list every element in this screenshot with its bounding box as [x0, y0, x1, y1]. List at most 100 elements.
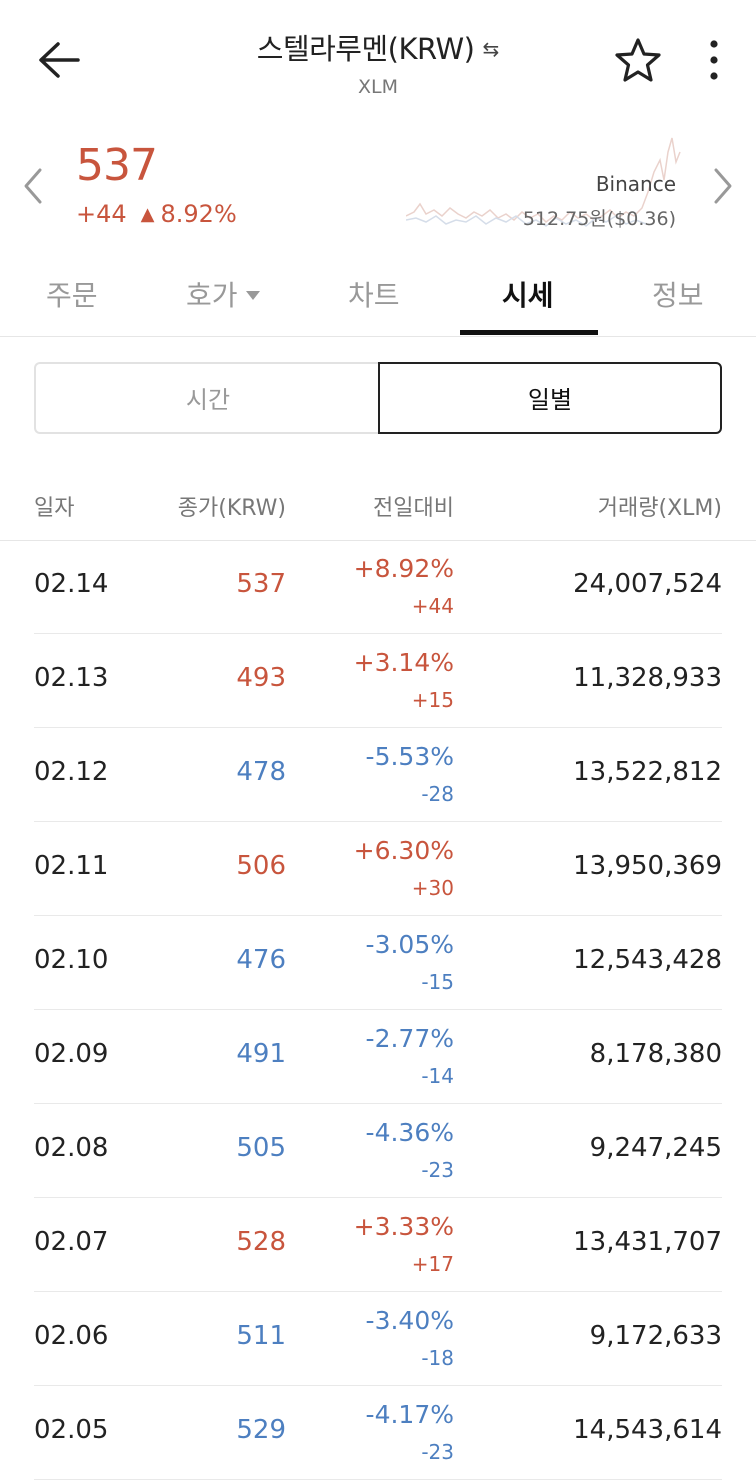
title-bar[interactable]: 스텔라루멘(KRW) ⇆ [0, 26, 756, 68]
row-close: 491 [236, 1039, 286, 1069]
row-close: 537 [236, 569, 286, 599]
swap-currency-icon[interactable]: ⇆ [482, 37, 500, 61]
table-header: 일자 종가(KRW) 전일대비 거래량(XLM) [0, 470, 756, 541]
table-row: 02.05 529 -4.17% -23 14,543,614 [0, 1386, 756, 1480]
row-volume: 9,172,633 [589, 1321, 722, 1351]
row-close: 476 [236, 945, 286, 975]
row-change-percent: +3.33% [353, 1212, 454, 1241]
caret-down-icon [245, 291, 260, 300]
table-row: 02.08 505 -4.36% -23 9,247,245 [0, 1104, 756, 1198]
current-price: 537 [76, 140, 158, 191]
page-title: 스텔라루멘(KRW) [256, 32, 475, 66]
table-row: 02.12 478 -5.53% -28 13,522,812 [0, 728, 756, 822]
tab-market-price[interactable]: 시세 [502, 274, 554, 314]
row-change-percent: -3.05% [365, 930, 454, 959]
table-row: 02.10 476 -3.05% -15 12,543,428 [0, 916, 756, 1010]
row-change-amount: +44 [411, 594, 454, 618]
row-change-percent: -4.17% [365, 1400, 454, 1429]
more-vertical-icon[interactable] [700, 38, 728, 82]
row-change-percent: -5.53% [365, 742, 454, 771]
row-change-percent: -3.40% [365, 1306, 454, 1335]
row-date: 02.09 [34, 1039, 109, 1069]
row-date: 02.14 [34, 569, 109, 599]
table-row: 02.09 491 -2.77% -14 8,178,380 [0, 1010, 756, 1104]
tab-bar: 주문 호가 차트 시세 정보 [0, 258, 756, 337]
row-volume: 24,007,524 [573, 569, 722, 599]
row-change-amount: -14 [421, 1064, 454, 1088]
tab-order-label: 주문 [46, 279, 98, 312]
row-change-amount: +30 [411, 876, 454, 900]
row-change-percent: -4.36% [365, 1118, 454, 1147]
tab-chart[interactable]: 차트 [348, 274, 400, 314]
exchange-name: Binance [595, 172, 676, 196]
chevron-right-icon[interactable] [710, 166, 736, 206]
header-date: 일자 [34, 496, 75, 521]
row-change-amount: +17 [411, 1252, 454, 1276]
row-close: 529 [236, 1415, 286, 1445]
row-date: 02.10 [34, 945, 109, 975]
row-date: 02.12 [34, 757, 109, 787]
row-volume: 9,247,245 [589, 1133, 722, 1163]
top-app-bar: 스텔라루멘(KRW) ⇆ XLM [0, 0, 756, 120]
row-close: 511 [236, 1321, 286, 1351]
change-percent: 8.92% [160, 200, 237, 228]
row-date: 02.13 [34, 663, 109, 693]
tab-orderbook[interactable]: 호가 [186, 274, 260, 314]
row-change-amount: -15 [421, 970, 454, 994]
tab-market-price-label: 시세 [502, 279, 554, 312]
row-volume: 13,522,812 [573, 757, 722, 787]
row-date: 02.05 [34, 1415, 109, 1445]
row-close: 493 [236, 663, 286, 693]
table-row: 02.07 528 +3.33% +17 13,431,707 [0, 1198, 756, 1292]
segment-daily[interactable]: 일별 [378, 362, 722, 434]
row-change-percent: +3.14% [353, 648, 454, 677]
mini-sparkline [406, 137, 681, 227]
up-triangle-icon: ▲ [140, 204, 155, 225]
price-change: +44 ▲ 8.92% [76, 200, 237, 228]
row-date: 02.11 [34, 851, 109, 881]
active-tab-indicator [460, 330, 598, 335]
table-row: 02.13 493 +3.14% +15 11,328,933 [0, 634, 756, 728]
table-row: 02.14 537 +8.92% +44 24,007,524 [0, 540, 756, 634]
row-close: 506 [236, 851, 286, 881]
row-volume: 12,543,428 [573, 945, 722, 975]
row-change-amount: -23 [421, 1440, 454, 1464]
period-toggle: 시간 일별 [34, 362, 722, 438]
row-change-amount: -18 [421, 1346, 454, 1370]
row-close: 528 [236, 1227, 286, 1257]
row-date: 02.07 [34, 1227, 109, 1257]
row-volume: 14,543,614 [573, 1415, 722, 1445]
header-change: 전일대비 [373, 496, 454, 521]
row-date: 02.06 [34, 1321, 109, 1351]
row-date: 02.08 [34, 1133, 109, 1163]
star-icon[interactable] [612, 36, 664, 86]
row-change-amount: -28 [421, 782, 454, 806]
header-close: 종가(KRW) [177, 496, 286, 521]
tab-orderbook-label: 호가 [186, 279, 238, 312]
row-change-percent: -2.77% [365, 1024, 454, 1053]
row-close: 505 [236, 1133, 286, 1163]
tab-order[interactable]: 주문 [46, 274, 98, 314]
change-amount: +44 [76, 200, 127, 228]
row-volume: 13,950,369 [573, 851, 722, 881]
exchange-price: 512.75원($0.36) [522, 208, 676, 230]
row-volume: 8,178,380 [589, 1039, 722, 1069]
table-row: 02.06 511 -3.40% -18 9,172,633 [0, 1292, 756, 1386]
tab-info[interactable]: 정보 [652, 274, 704, 314]
tab-info-label: 정보 [652, 279, 704, 312]
chevron-left-icon[interactable] [20, 166, 46, 206]
row-volume: 13,431,707 [573, 1227, 722, 1257]
row-change-amount: +15 [411, 688, 454, 712]
row-change-percent: +8.92% [353, 554, 454, 583]
row-change-percent: +6.30% [353, 836, 454, 865]
header-volume: 거래량(XLM) [597, 496, 722, 521]
segment-hourly[interactable]: 시간 [34, 362, 380, 434]
row-volume: 11,328,933 [573, 663, 722, 693]
table-row: 02.11 506 +6.30% +30 13,950,369 [0, 822, 756, 916]
daily-price-table: 02.14 537 +8.92% +44 24,007,524 02.13 49… [0, 540, 756, 1480]
row-close: 478 [236, 757, 286, 787]
back-arrow-icon[interactable] [34, 38, 84, 82]
tab-chart-label: 차트 [348, 279, 400, 312]
row-change-amount: -23 [421, 1158, 454, 1182]
coin-symbol: XLM [358, 76, 398, 98]
